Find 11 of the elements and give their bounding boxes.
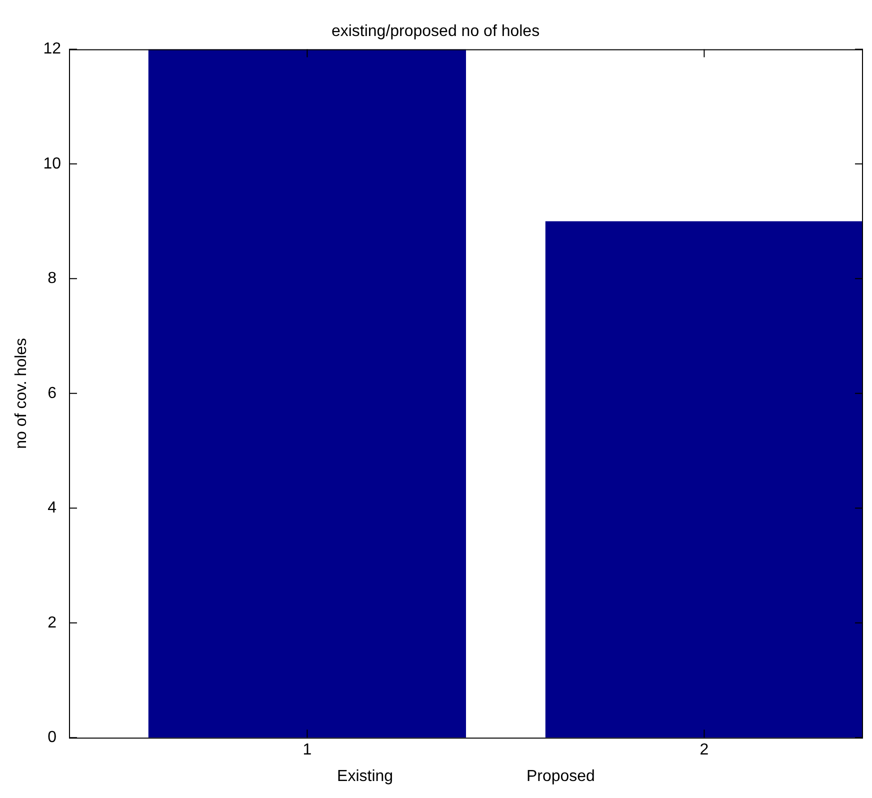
y-tick-label: 0 (48, 729, 57, 746)
y-tick-label: 6 (48, 384, 57, 402)
y-tick-label: 2 (48, 614, 57, 632)
x-axis-title: Existing Proposed (337, 768, 595, 785)
y-tick-label: 12 (43, 40, 62, 58)
y-tick-label: 4 (48, 500, 57, 517)
y-tick-label: 10 (43, 155, 62, 172)
y-tick-label: 8 (48, 270, 57, 288)
y-axis-title: no of cov. holes (13, 338, 30, 449)
chart-title: existing/proposed no of holes (331, 23, 540, 40)
x-tick-label: 1 (302, 742, 312, 759)
